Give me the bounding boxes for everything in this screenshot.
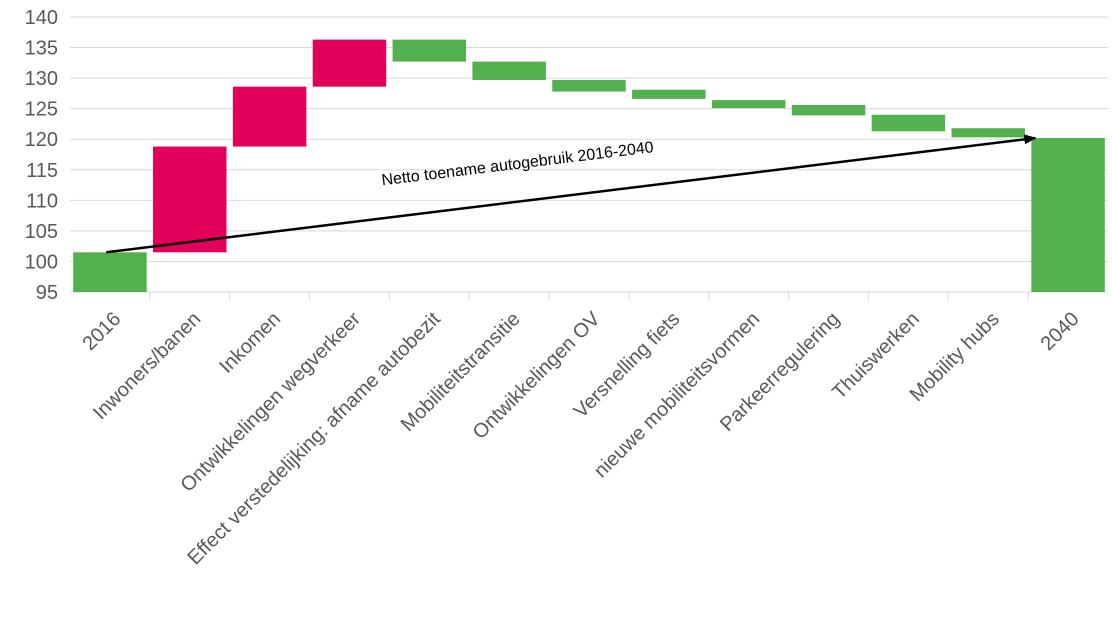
- bar-thuiswerken: [871, 114, 946, 132]
- net-change-annotation-label: Netto toename autogebruik 2016-2040: [381, 139, 655, 189]
- bar-mobility-hubs: [951, 128, 1025, 138]
- y-tick-label: 100: [25, 251, 58, 273]
- bar-2040: [1031, 138, 1105, 292]
- bar-mobiliteitstransitie: [472, 61, 546, 80]
- bar-versnelling-fiets: [632, 89, 706, 99]
- y-tick-label: 115: [26, 160, 58, 182]
- y-tick-label: 110: [26, 190, 58, 212]
- bars: [73, 39, 1105, 292]
- y-tick-label: 135: [25, 38, 58, 60]
- bar-inkomen: [232, 86, 307, 147]
- x-category-label: 2016: [78, 308, 125, 355]
- annotation: Netto toename autogebruik 2016-2040: [106, 134, 1037, 254]
- bar-effect-verstedelijking-afname-autobezit: [392, 39, 467, 62]
- y-axis-tick-labels: 95 100 105 110 115 120 125 130 135 140: [25, 7, 58, 304]
- x-category-label: nieuwe mobiliteitsvormen: [590, 308, 764, 482]
- bar-parkeerregulering: [791, 105, 866, 116]
- x-axis-separators: [149, 292, 1029, 300]
- y-tick-label: 105: [25, 221, 58, 243]
- y-tick-label: 95: [36, 282, 58, 304]
- y-tick-label: 140: [25, 7, 58, 29]
- bar-nieuwe-mobiliteitsvormen: [711, 100, 786, 109]
- x-category-label: 2040: [1037, 308, 1084, 355]
- y-tick-label: 125: [25, 99, 58, 121]
- bar-ontwikkelingen-ov: [552, 79, 626, 92]
- y-tick-label: 130: [25, 68, 58, 90]
- net-change-arrow: [106, 134, 1037, 254]
- y-tick-label: 120: [25, 129, 58, 151]
- x-category-label: Inkomen: [215, 308, 285, 378]
- bar-inwoners-banen: [153, 146, 227, 253]
- bar-ontwikkelingen-wegverkeer: [312, 39, 387, 87]
- bar-2016: [73, 252, 147, 292]
